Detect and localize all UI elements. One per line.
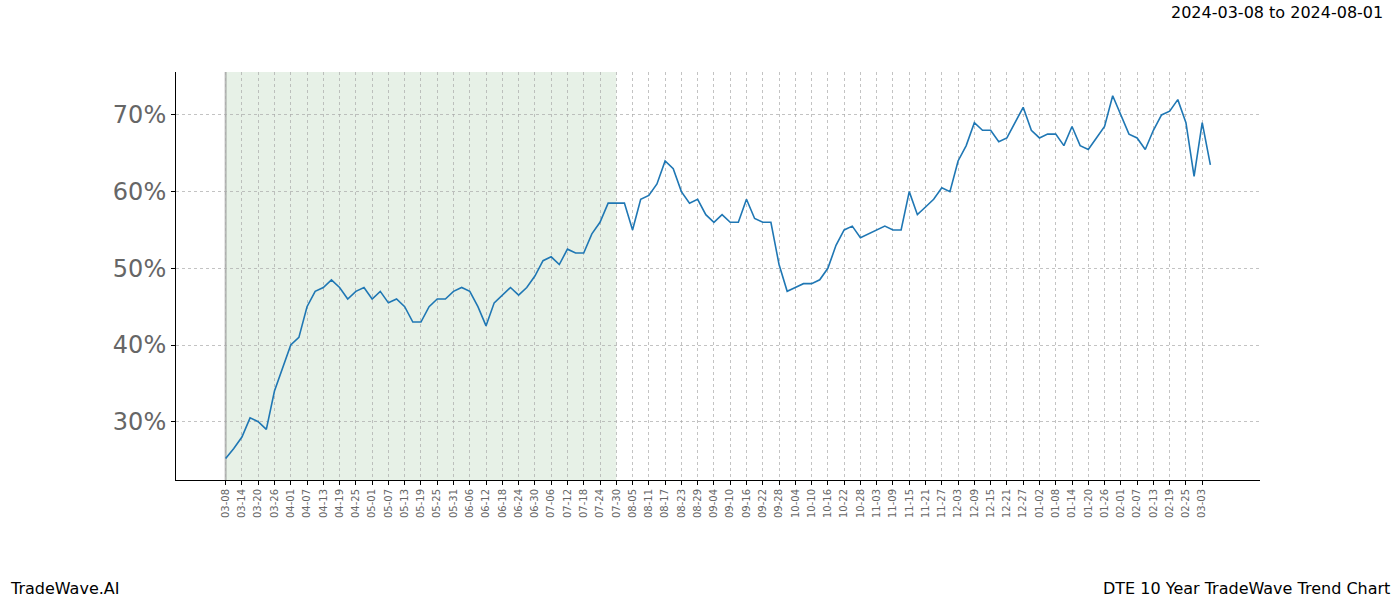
svg-text:09-22: 09-22 xyxy=(757,489,768,518)
svg-text:12-27: 12-27 xyxy=(1017,489,1028,518)
svg-text:02-19: 02-19 xyxy=(1164,489,1175,518)
svg-text:09-16: 09-16 xyxy=(741,489,752,518)
svg-text:12-03: 12-03 xyxy=(952,489,963,518)
svg-text:06-12: 06-12 xyxy=(480,489,491,518)
svg-text:40%: 40% xyxy=(113,331,166,359)
svg-text:10-28: 10-28 xyxy=(855,489,866,518)
svg-text:02-07: 02-07 xyxy=(1131,489,1142,518)
svg-text:07-18: 07-18 xyxy=(578,489,589,518)
svg-text:03-08: 03-08 xyxy=(220,489,231,518)
svg-text:DTE 10 Year TradeWave Trend Ch: DTE 10 Year TradeWave Trend Chart xyxy=(1103,579,1390,598)
svg-text:10-16: 10-16 xyxy=(822,489,833,518)
svg-text:11-27: 11-27 xyxy=(936,489,947,518)
svg-text:08-29: 08-29 xyxy=(692,489,703,518)
svg-text:70%: 70% xyxy=(113,101,166,129)
svg-text:02-13: 02-13 xyxy=(1148,489,1159,518)
svg-text:03-26: 03-26 xyxy=(269,489,280,518)
svg-text:01-26: 01-26 xyxy=(1099,489,1110,518)
svg-text:12-21: 12-21 xyxy=(1001,489,1012,518)
svg-text:08-23: 08-23 xyxy=(676,489,687,518)
svg-text:02-25: 02-25 xyxy=(1180,489,1191,518)
svg-text:05-07: 05-07 xyxy=(383,489,394,518)
svg-text:11-09: 11-09 xyxy=(887,489,898,518)
svg-text:01-08: 01-08 xyxy=(1050,489,1061,518)
svg-text:04-01: 04-01 xyxy=(285,489,296,518)
svg-text:12-09: 12-09 xyxy=(969,489,980,518)
svg-text:2024-03-08 to 2024-08-01: 2024-03-08 to 2024-08-01 xyxy=(1171,3,1383,22)
svg-text:06-24: 06-24 xyxy=(513,489,524,518)
svg-text:08-17: 08-17 xyxy=(659,489,670,518)
svg-text:09-10: 09-10 xyxy=(724,489,735,518)
svg-text:03-14: 03-14 xyxy=(236,489,247,518)
svg-text:07-30: 07-30 xyxy=(611,489,622,518)
svg-text:05-19: 05-19 xyxy=(415,489,426,518)
svg-text:08-11: 08-11 xyxy=(643,489,654,518)
svg-text:10-22: 10-22 xyxy=(838,489,849,518)
svg-text:06-18: 06-18 xyxy=(497,489,508,518)
svg-text:07-24: 07-24 xyxy=(594,489,605,518)
svg-text:09-28: 09-28 xyxy=(773,489,784,518)
svg-text:05-13: 05-13 xyxy=(399,489,410,518)
svg-text:04-19: 04-19 xyxy=(334,489,345,518)
svg-text:12-15: 12-15 xyxy=(985,489,996,518)
svg-text:01-02: 01-02 xyxy=(1034,489,1045,518)
svg-text:03-03: 03-03 xyxy=(1196,489,1207,518)
svg-text:06-06: 06-06 xyxy=(464,489,475,518)
svg-text:11-03: 11-03 xyxy=(871,489,882,518)
svg-text:05-31: 05-31 xyxy=(448,489,459,518)
svg-text:08-05: 08-05 xyxy=(627,489,638,518)
svg-text:30%: 30% xyxy=(113,408,166,436)
svg-text:TradeWave.AI: TradeWave.AI xyxy=(10,579,119,598)
svg-text:07-12: 07-12 xyxy=(562,489,573,518)
svg-text:04-25: 04-25 xyxy=(350,489,361,518)
svg-text:50%: 50% xyxy=(113,255,166,283)
svg-text:60%: 60% xyxy=(113,178,166,206)
svg-text:04-07: 04-07 xyxy=(301,489,312,518)
svg-text:01-14: 01-14 xyxy=(1066,489,1077,518)
svg-text:11-21: 11-21 xyxy=(920,489,931,518)
svg-text:05-25: 05-25 xyxy=(431,489,442,518)
svg-text:07-06: 07-06 xyxy=(545,489,556,518)
svg-text:10-10: 10-10 xyxy=(806,489,817,518)
svg-text:06-30: 06-30 xyxy=(529,489,540,518)
svg-text:03-20: 03-20 xyxy=(252,489,263,518)
svg-text:10-04: 10-04 xyxy=(790,489,801,518)
svg-text:05-01: 05-01 xyxy=(366,489,377,518)
svg-text:11-15: 11-15 xyxy=(904,489,915,518)
svg-text:01-20: 01-20 xyxy=(1083,489,1094,518)
svg-text:04-13: 04-13 xyxy=(318,489,329,518)
svg-text:02-01: 02-01 xyxy=(1115,489,1126,518)
svg-text:09-04: 09-04 xyxy=(708,489,719,518)
